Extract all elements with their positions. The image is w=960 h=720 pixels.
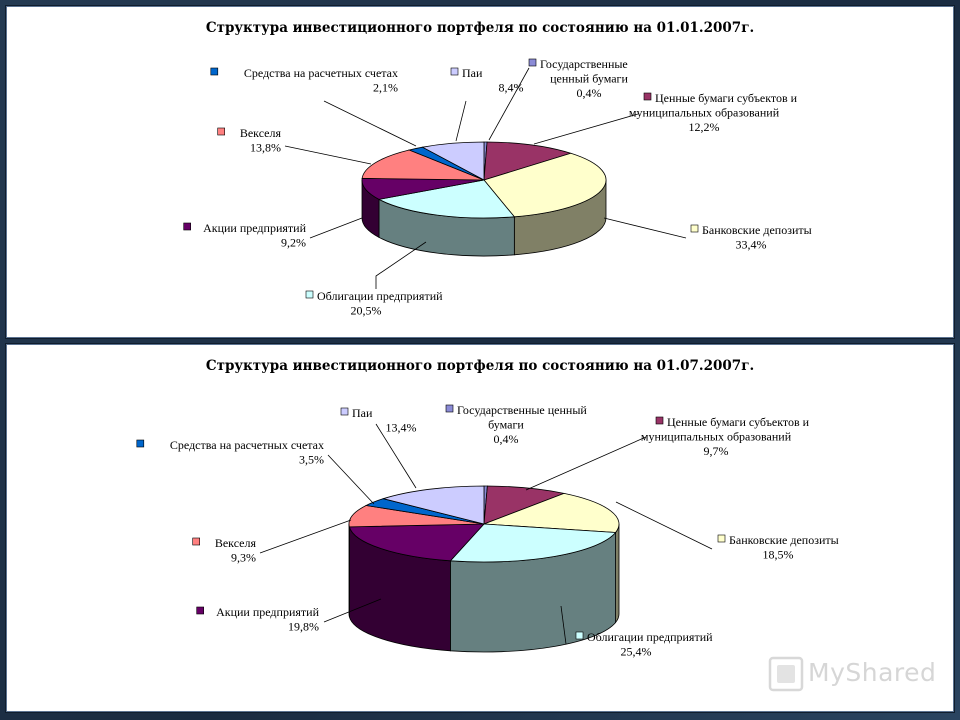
data-label-value: 19,8% (288, 620, 319, 634)
data-label-value: 2,1% (373, 81, 398, 95)
data-label-text: Векселя (215, 536, 257, 550)
legend-swatch (183, 222, 191, 231)
data-label-value: 9,7% (704, 444, 729, 458)
data-label-text: муниципальных образований (629, 106, 780, 120)
legend-swatch (217, 127, 225, 136)
data-label-value: 18,5% (763, 548, 794, 562)
leader-line (375, 241, 427, 289)
legend-swatch (643, 92, 652, 101)
legend-swatch (210, 67, 219, 76)
data-label-text: Ценные бумаги субъектов и (655, 91, 798, 105)
data-label-text: Государственные ценный (457, 403, 587, 417)
data-label-text: Средства на расчетных счетах (244, 66, 398, 80)
pie-slice-ценные-бумаги-субъектов-и-муниципальных-образований (483, 141, 573, 181)
legend-swatch (196, 606, 204, 615)
legend-swatch (136, 439, 145, 448)
leader-line (309, 217, 363, 239)
pie-slice-паи (381, 485, 485, 525)
pie-slice-паи (421, 141, 485, 181)
legend-swatch (305, 290, 314, 299)
legend-swatch (655, 416, 664, 425)
data-label-text: Паи (462, 66, 483, 80)
data-label-text: Облигации предприятий (587, 630, 713, 644)
leader-line (323, 598, 382, 623)
data-label-text: Средства на расчетных счетах (170, 438, 324, 452)
leader-line (603, 217, 687, 239)
leader-line (455, 100, 467, 142)
data-label-text: Банковские депозиты (702, 223, 812, 237)
data-label-value: 12,2% (689, 120, 720, 134)
legend-swatch (717, 534, 726, 543)
pie-slice-облигации-предприятий (377, 179, 516, 219)
data-label-value: 9,2% (281, 236, 306, 250)
legend-swatch (690, 224, 699, 233)
watermark-icon (768, 656, 804, 692)
data-label-value: 20,5% (351, 304, 382, 318)
data-label-text: Векселя (240, 126, 282, 140)
chart-panel-bottom: Структура инвестиционного портфеля по со… (5, 343, 955, 713)
leader-line (323, 100, 417, 147)
leader-line (533, 113, 639, 145)
leader-line (525, 436, 647, 491)
leader-line (284, 145, 372, 165)
data-label-text: бумаги (488, 418, 524, 432)
legend-swatch (192, 537, 200, 546)
chart-title-top: Структура инвестиционного портфеля по со… (205, 20, 755, 36)
pie-slice-ценные-бумаги-субъектов-и-муниципальных-образований (483, 485, 566, 525)
legend-swatch (445, 404, 454, 413)
data-label-value: 33,4% (736, 238, 767, 252)
leader-line (375, 423, 417, 489)
chart-title-bottom: Структура инвестиционного портфеля по со… (205, 358, 755, 374)
legend-swatch (575, 631, 584, 640)
data-label-value: 0,4% (577, 86, 602, 100)
chart-panel-top: Структура инвестиционного портфеля по со… (5, 5, 955, 339)
data-label-text: ценный бумаги (550, 72, 628, 86)
pie-side-банковские-депозиты (615, 523, 620, 624)
leader-line (259, 519, 352, 554)
pie-slice-банковские-депозиты (483, 492, 620, 533)
pie-slice-векселя (361, 149, 485, 181)
leader-line (488, 67, 530, 141)
data-label-text: Акции предприятий (203, 221, 306, 235)
leader-line (615, 501, 713, 550)
pie-slice-банковские-депозиты (483, 152, 607, 218)
legend-swatch (340, 407, 349, 416)
watermark-logo: MyShared (766, 654, 936, 694)
data-label-text: Паи (352, 406, 373, 420)
data-label-value: 0,4% (494, 432, 519, 446)
data-label-value: 13,4% (386, 421, 417, 435)
watermark-text: MyShared (808, 658, 937, 687)
data-label-value: 25,4% (621, 645, 652, 659)
pie-slice-облигации-предприятий (449, 523, 617, 563)
data-label-text: Облигации предприятий (317, 289, 443, 303)
data-label-value: 13,8% (250, 141, 281, 155)
data-label-text: Банковские депозиты (729, 533, 839, 547)
pie-slice-векселя (348, 505, 485, 528)
data-label-text: Государственные (540, 57, 628, 71)
data-label-text: муниципальных образований (641, 430, 792, 444)
data-label-value: 3,5% (299, 453, 324, 467)
legend-swatch (450, 67, 459, 76)
leader-line (560, 605, 567, 645)
leader-line (327, 454, 375, 505)
data-label-text: Акции предприятий (216, 605, 319, 619)
data-label-text: Ценные бумаги субъектов и (667, 415, 810, 429)
data-label-value: 8,4% (499, 81, 524, 95)
legend-swatch (528, 58, 537, 67)
data-label-value: 9,3% (231, 551, 256, 565)
pie-slice-акции-предприятий (348, 523, 485, 562)
